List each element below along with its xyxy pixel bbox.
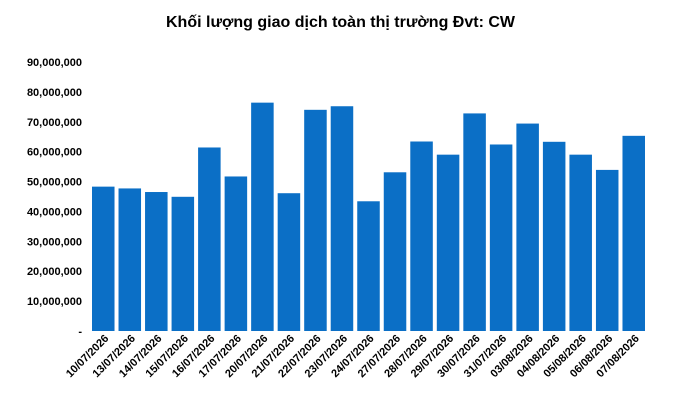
bar <box>330 106 354 332</box>
bar <box>277 193 301 331</box>
y-tick-label: 60,000,000 <box>27 147 82 159</box>
y-tick-label: 80,000,000 <box>27 87 82 99</box>
y-tick-label: 90,000,000 <box>27 57 82 69</box>
bar <box>516 123 539 331</box>
y-tick-label: 50,000,000 <box>27 177 82 189</box>
bar <box>171 196 195 331</box>
bar <box>145 192 168 331</box>
bar <box>251 102 274 332</box>
bar <box>463 113 486 331</box>
bar <box>436 154 460 331</box>
bar <box>542 141 566 331</box>
chart-title: Khối lượng giao dịch toàn thị trường Đvt… <box>166 14 515 31</box>
bar <box>595 169 619 331</box>
bar <box>304 109 327 331</box>
y-tick-label: 30,000,000 <box>27 236 82 248</box>
bar <box>92 186 115 331</box>
bar <box>410 141 433 331</box>
bar <box>383 172 407 331</box>
y-tick-label: 70,000,000 <box>27 117 82 129</box>
y-tick-label: 10,000,000 <box>27 296 82 308</box>
bar <box>198 147 221 331</box>
bar <box>489 144 513 331</box>
bar <box>118 188 142 331</box>
bar <box>622 135 645 331</box>
bar <box>357 201 380 331</box>
y-tick-label: - <box>78 326 82 338</box>
bar <box>569 154 592 331</box>
bar <box>224 176 248 331</box>
y-tick-label: 20,000,000 <box>27 266 82 278</box>
y-tick-label: 40,000,000 <box>27 206 82 218</box>
